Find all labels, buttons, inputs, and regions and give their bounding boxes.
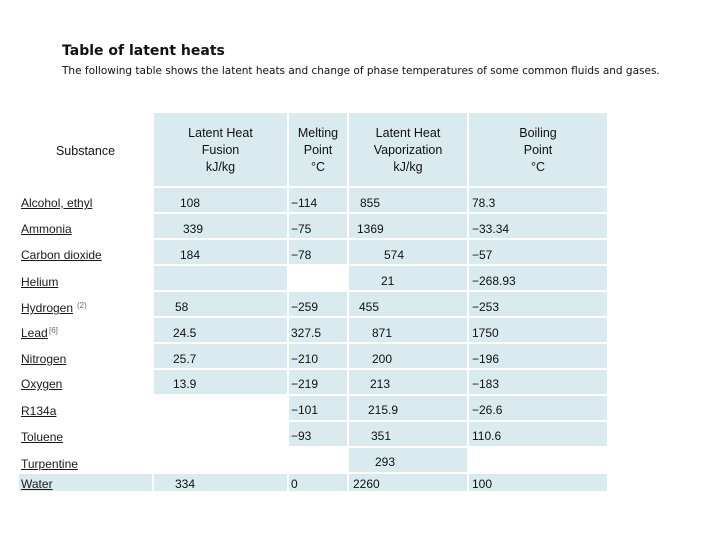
header-fusion-line2: Fusion — [201, 143, 240, 157]
vaporization-cell: 574 — [348, 239, 468, 265]
fusion-cell: 334 — [153, 473, 288, 492]
fusion-cell — [153, 265, 288, 291]
melting-cell: −114 — [288, 187, 348, 213]
substance-link[interactable]: Hydrogen — [21, 301, 74, 315]
page-subtitle: The following table shows the latent hea… — [62, 65, 660, 77]
substance-link[interactable]: Alcohol, ethyl — [21, 196, 93, 210]
table-row: Hydrogen (2) — [18, 291, 153, 317]
header-melting-line2: Point — [303, 143, 333, 157]
boiling-cell: −183 — [468, 369, 608, 395]
boiling-cell: −57 — [468, 239, 608, 265]
header-fusion-line1: Latent Heat — [188, 126, 253, 140]
melting-cell — [288, 265, 348, 291]
melting-cell: −93 — [288, 421, 348, 447]
footnote-marker[interactable]: [6] — [49, 326, 58, 335]
vaporization-cell: 351 — [348, 421, 468, 447]
vaporization-cell: 293 — [348, 447, 468, 473]
header-vaporization-line3: kJ/kg — [393, 160, 423, 174]
table-row: Helium — [18, 265, 153, 291]
header-vaporization-line2: Vaporization — [373, 143, 443, 157]
vaporization-cell: 871 — [348, 317, 468, 343]
table-row: Water — [18, 473, 153, 492]
boiling-cell: −33.34 — [468, 213, 608, 239]
boiling-cell: −26.6 — [468, 395, 608, 421]
boiling-cell — [468, 447, 608, 473]
substance-link[interactable]: Ammonia — [21, 222, 72, 236]
boiling-cell: −253 — [468, 291, 608, 317]
fusion-cell: 58 — [153, 291, 288, 317]
fusion-cell: 25.7 — [153, 343, 288, 369]
substance-link[interactable]: Toluene — [21, 430, 64, 444]
fusion-cell: 13.9 — [153, 369, 288, 395]
header-fusion-line3: kJ/kg — [205, 160, 236, 174]
table-row: Carbon dioxide — [18, 239, 153, 265]
fusion-cell: 24.5 — [153, 317, 288, 343]
header-fusion: Latent Heat Fusion kJ/kg — [153, 112, 288, 187]
fusion-cell — [153, 395, 288, 421]
substance-link[interactable]: Oxygen — [21, 377, 63, 391]
vaporization-cell: 200 — [348, 343, 468, 369]
page-title: Table of latent heats — [62, 43, 225, 59]
melting-cell: 327.5 — [288, 317, 348, 343]
header-melting-line3: °C — [310, 160, 326, 174]
substance-link[interactable]: Carbon dioxide — [21, 248, 102, 262]
header-vaporization-line1: Latent Heat — [375, 126, 441, 140]
latent-heats-table: Substance Latent Heat Fusion kJ/kg Melti… — [18, 112, 608, 492]
melting-cell: −210 — [288, 343, 348, 369]
vaporization-cell: 855 — [348, 187, 468, 213]
melting-cell: −78 — [288, 239, 348, 265]
header-boiling-line2: Point — [523, 143, 553, 157]
vaporization-cell: 21 — [348, 265, 468, 291]
melting-cell: 0 — [288, 473, 348, 492]
boiling-cell: −196 — [468, 343, 608, 369]
header-vaporization: Latent Heat Vaporization kJ/kg — [348, 112, 468, 187]
table-row: Turpentine — [18, 447, 153, 473]
table-row: Nitrogen — [18, 343, 153, 369]
fusion-cell — [153, 421, 288, 447]
footnote-marker[interactable]: (2) — [77, 301, 87, 310]
boiling-cell: 100 — [468, 473, 608, 492]
header-melting: Melting Point °C — [288, 112, 348, 187]
fusion-cell: 184 — [153, 239, 288, 265]
table-row: Ammonia — [18, 213, 153, 239]
substance-link[interactable]: Lead — [21, 326, 48, 340]
table-row: Alcohol, ethyl — [18, 187, 153, 213]
substance-link[interactable]: Water — [21, 477, 53, 491]
boiling-cell: −268.93 — [468, 265, 608, 291]
vaporization-cell: 213 — [348, 369, 468, 395]
boiling-cell: 110.6 — [468, 421, 608, 447]
substance-link[interactable]: Nitrogen — [21, 352, 67, 366]
fusion-cell: 108 — [153, 187, 288, 213]
substance-link[interactable]: R134a — [21, 404, 57, 418]
header-boiling-line1: Boiling — [519, 126, 557, 140]
vaporization-cell: 2260 — [348, 473, 468, 492]
vaporization-cell: 1369 — [348, 213, 468, 239]
melting-cell: −219 — [288, 369, 348, 395]
fusion-cell: 339 — [153, 213, 288, 239]
melting-cell: −259 — [288, 291, 348, 317]
header-melting-line1: Melting — [297, 126, 339, 140]
vaporization-cell: 215.9 — [348, 395, 468, 421]
fusion-cell — [153, 447, 288, 473]
header-boiling-line3: °C — [530, 160, 546, 174]
melting-cell: −75 — [288, 213, 348, 239]
boiling-cell: 1750 — [468, 317, 608, 343]
substance-link[interactable]: Turpentine — [21, 457, 78, 471]
table-row: Oxygen — [18, 369, 153, 395]
header-substance: Substance — [18, 112, 153, 187]
table-row: R134a — [18, 395, 153, 421]
melting-cell: −101 — [288, 395, 348, 421]
table-row: Toluene — [18, 421, 153, 447]
vaporization-cell: 455 — [348, 291, 468, 317]
table-row: Lead [6] — [18, 317, 153, 343]
boiling-cell: 78.3 — [468, 187, 608, 213]
substance-link[interactable]: Helium — [21, 275, 59, 289]
header-boiling: Boiling Point °C — [468, 112, 608, 187]
melting-cell — [288, 447, 348, 473]
